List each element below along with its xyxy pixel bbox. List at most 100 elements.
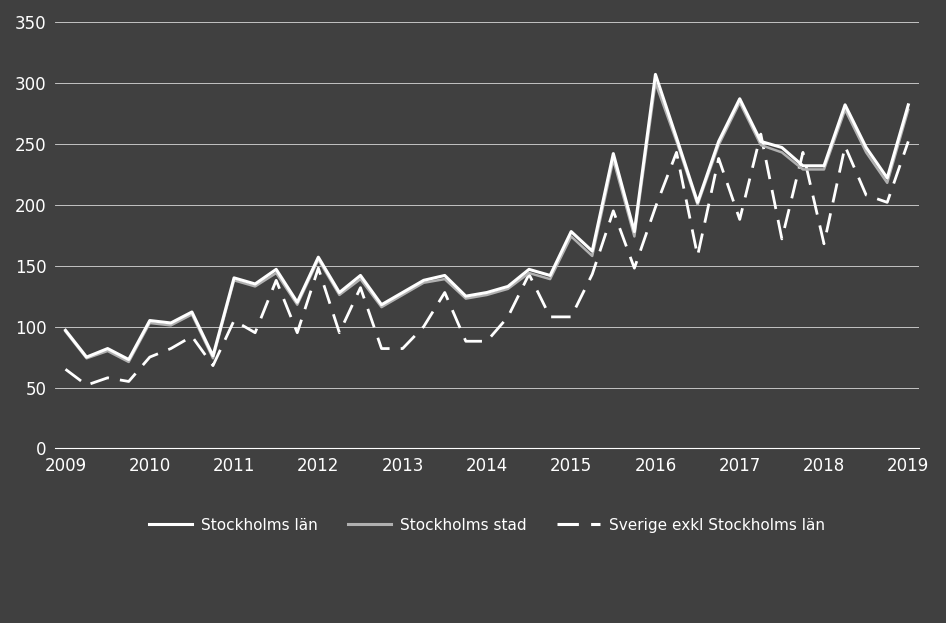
Sverige exkl Stockholms län: [713, 155, 725, 162]
Sverige exkl Stockholms län: [629, 264, 640, 272]
Stockholms stad: [692, 201, 703, 209]
Sverige exkl Stockholms län: [376, 345, 387, 352]
Stockholms län: [650, 70, 661, 78]
Line: Stockholms stad: Stockholms stad: [65, 83, 908, 362]
Stockholms stad: [523, 269, 534, 277]
Stockholms stad: [144, 319, 155, 326]
Stockholms stad: [797, 166, 809, 173]
Stockholms stad: [228, 277, 239, 284]
Stockholms län: [755, 138, 766, 145]
Stockholms stad: [902, 106, 914, 113]
Legend: Stockholms län, Stockholms stad, Sverige exkl Stockholms län: Stockholms län, Stockholms stad, Sverige…: [143, 511, 832, 539]
Stockholms stad: [313, 256, 324, 264]
Sverige exkl Stockholms län: [692, 252, 703, 260]
Stockholms stad: [587, 252, 598, 260]
Stockholms län: [355, 272, 366, 279]
Stockholms län: [671, 134, 682, 141]
Stockholms län: [882, 174, 893, 182]
Stockholms län: [418, 277, 429, 284]
Stockholms stad: [334, 291, 345, 298]
Sverige exkl Stockholms län: [334, 329, 345, 336]
Sverige exkl Stockholms län: [397, 345, 409, 352]
Sverige exkl Stockholms län: [882, 199, 893, 206]
Sverige exkl Stockholms län: [607, 207, 619, 214]
Stockholms län: [861, 144, 872, 151]
Sverige exkl Stockholms län: [81, 381, 93, 389]
Stockholms stad: [818, 166, 830, 173]
Sverige exkl Stockholms län: [250, 329, 261, 336]
Stockholms stad: [629, 233, 640, 240]
Stockholms län: [313, 254, 324, 261]
Sverige exkl Stockholms län: [902, 138, 914, 145]
Stockholms län: [523, 265, 534, 273]
Stockholms stad: [713, 141, 725, 149]
Sverige exkl Stockholms län: [460, 338, 471, 345]
Sverige exkl Stockholms län: [671, 149, 682, 156]
Stockholms stad: [861, 149, 872, 156]
Sverige exkl Stockholms län: [60, 366, 71, 373]
Sverige exkl Stockholms län: [523, 270, 534, 278]
Stockholms län: [439, 272, 450, 279]
Stockholms län: [334, 289, 345, 297]
Sverige exkl Stockholms län: [291, 329, 303, 336]
Sverige exkl Stockholms län: [797, 149, 809, 156]
Stockholms stad: [755, 141, 766, 149]
Sverige exkl Stockholms län: [166, 345, 177, 352]
Stockholms län: [81, 353, 93, 361]
Stockholms stad: [376, 303, 387, 311]
Stockholms län: [460, 292, 471, 300]
Stockholms stad: [544, 275, 555, 283]
Stockholms län: [776, 144, 787, 151]
Stockholms stad: [566, 233, 577, 240]
Sverige exkl Stockholms län: [587, 270, 598, 278]
Stockholms län: [502, 283, 514, 290]
Stockholms stad: [607, 156, 619, 163]
Stockholms län: [397, 289, 409, 297]
Stockholms län: [250, 280, 261, 288]
Sverige exkl Stockholms län: [186, 333, 198, 340]
Sverige exkl Stockholms län: [102, 374, 114, 381]
Line: Sverige exkl Stockholms län: Sverige exkl Stockholms län: [65, 134, 908, 385]
Stockholms stad: [166, 321, 177, 329]
Sverige exkl Stockholms län: [818, 240, 830, 247]
Sverige exkl Stockholms län: [207, 362, 219, 369]
Stockholms län: [186, 308, 198, 316]
Stockholms län: [376, 301, 387, 308]
Stockholms stad: [839, 106, 850, 113]
Stockholms stad: [650, 79, 661, 87]
Sverige exkl Stockholms län: [566, 313, 577, 321]
Stockholms län: [271, 265, 282, 273]
Stockholms län: [734, 95, 745, 103]
Sverige exkl Stockholms län: [650, 204, 661, 211]
Sverige exkl Stockholms län: [502, 313, 514, 321]
Stockholms län: [692, 199, 703, 206]
Stockholms län: [607, 150, 619, 158]
Stockholms län: [587, 247, 598, 255]
Sverige exkl Stockholms län: [482, 338, 493, 345]
Sverige exkl Stockholms län: [271, 277, 282, 284]
Stockholms stad: [882, 179, 893, 186]
Line: Stockholms län: Stockholms län: [65, 74, 908, 359]
Sverige exkl Stockholms län: [755, 130, 766, 138]
Stockholms stad: [418, 279, 429, 287]
Stockholms stad: [291, 301, 303, 308]
Stockholms stad: [355, 275, 366, 283]
Stockholms län: [123, 356, 134, 363]
Stockholms län: [207, 352, 219, 359]
Stockholms stad: [397, 291, 409, 298]
Stockholms län: [482, 289, 493, 297]
Stockholms län: [102, 345, 114, 352]
Stockholms län: [291, 298, 303, 306]
Sverige exkl Stockholms län: [544, 313, 555, 321]
Stockholms län: [544, 272, 555, 279]
Stockholms län: [818, 162, 830, 169]
Sverige exkl Stockholms län: [144, 353, 155, 361]
Stockholms län: [144, 317, 155, 325]
Stockholms län: [228, 274, 239, 282]
Stockholms län: [566, 228, 577, 235]
Stockholms län: [166, 319, 177, 326]
Stockholms stad: [671, 138, 682, 145]
Stockholms län: [902, 101, 914, 108]
Stockholms stad: [81, 354, 93, 362]
Sverige exkl Stockholms län: [418, 323, 429, 330]
